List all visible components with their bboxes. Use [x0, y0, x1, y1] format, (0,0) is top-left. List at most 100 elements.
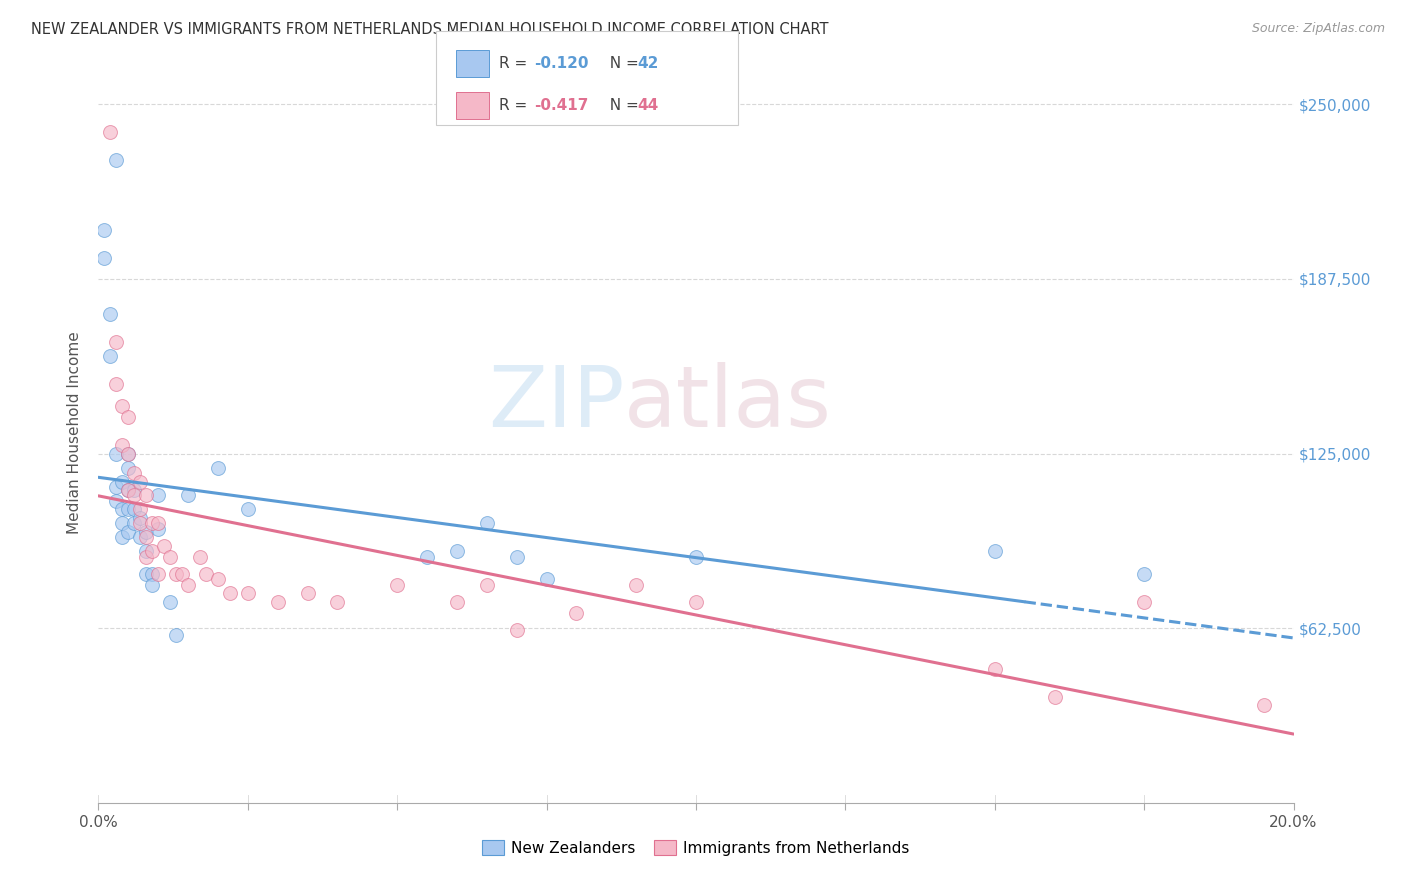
Point [236, 586, 259, 600]
Point [117, 502, 139, 516]
Text: R =: R = [499, 98, 533, 113]
Point [141, 566, 163, 581]
Point [148, 522, 170, 536]
Point [536, 572, 558, 586]
Point [105, 153, 128, 168]
Point [475, 578, 498, 592]
Point [124, 488, 146, 502]
Point [135, 488, 157, 502]
Point [475, 516, 498, 531]
Point [105, 480, 128, 494]
Point [135, 524, 157, 539]
Point [111, 475, 134, 489]
Point [1133, 566, 1156, 581]
Point [105, 376, 128, 391]
Point [129, 530, 152, 544]
Point [129, 511, 152, 525]
Point [326, 594, 349, 608]
Point [177, 578, 200, 592]
Point [117, 483, 139, 497]
Point [105, 334, 128, 349]
Point [117, 410, 139, 425]
Text: N =: N = [600, 98, 644, 113]
Point [129, 516, 152, 531]
Text: 44: 44 [637, 98, 658, 113]
Point [207, 572, 229, 586]
Point [159, 594, 181, 608]
Point [177, 488, 200, 502]
Text: NEW ZEALANDER VS IMMIGRANTS FROM NETHERLANDS MEDIAN HOUSEHOLD INCOME CORRELATION: NEW ZEALANDER VS IMMIGRANTS FROM NETHERL… [31, 22, 828, 37]
Point [135, 566, 157, 581]
Point [141, 578, 163, 592]
Point [984, 544, 1007, 558]
Point [141, 544, 163, 558]
Point [159, 549, 181, 564]
Point [685, 594, 707, 608]
Point [236, 502, 259, 516]
Legend: New Zealanders, Immigrants from Netherlands: New Zealanders, Immigrants from Netherla… [477, 834, 915, 862]
Text: atlas: atlas [624, 361, 832, 444]
Point [98, 125, 122, 139]
Point [506, 623, 529, 637]
Point [165, 628, 187, 642]
Point [297, 586, 319, 600]
Point [188, 549, 211, 564]
Point [117, 460, 139, 475]
Text: 42: 42 [637, 55, 658, 70]
Point [135, 544, 157, 558]
Text: -0.120: -0.120 [534, 55, 589, 70]
Point [1133, 594, 1156, 608]
Point [93, 223, 115, 237]
Point [984, 662, 1007, 676]
Point [172, 566, 194, 581]
Point [1253, 698, 1275, 712]
Point [98, 349, 122, 363]
Point [117, 524, 139, 539]
Point [446, 594, 468, 608]
Y-axis label: Median Household Income: Median Household Income [67, 331, 83, 534]
Text: Source: ZipAtlas.com: Source: ZipAtlas.com [1251, 22, 1385, 36]
Point [219, 586, 242, 600]
Point [117, 446, 139, 460]
Point [385, 578, 409, 592]
Point [129, 475, 152, 489]
Point [117, 483, 139, 497]
Point [129, 502, 152, 516]
Point [117, 446, 139, 460]
Text: R =: R = [499, 55, 533, 70]
Point [207, 460, 229, 475]
Point [416, 549, 439, 564]
Text: ZIP: ZIP [488, 361, 624, 444]
Point [148, 566, 170, 581]
Point [1043, 690, 1066, 704]
Point [626, 578, 648, 592]
Point [111, 502, 134, 516]
Point [93, 251, 115, 265]
Point [148, 488, 170, 502]
Point [124, 466, 146, 480]
Point [135, 530, 157, 544]
Point [148, 516, 170, 531]
Point [98, 307, 122, 321]
Point [124, 483, 146, 497]
Point [105, 446, 128, 460]
Point [111, 516, 134, 531]
Text: -0.417: -0.417 [534, 98, 589, 113]
Point [111, 530, 134, 544]
Point [124, 502, 146, 516]
Point [124, 516, 146, 531]
Point [685, 549, 707, 564]
Text: N =: N = [600, 55, 644, 70]
Point [446, 544, 468, 558]
Point [111, 399, 134, 413]
Point [135, 549, 157, 564]
Point [565, 606, 588, 620]
Point [141, 516, 163, 531]
Point [165, 566, 187, 581]
Point [153, 539, 176, 553]
Point [105, 494, 128, 508]
Point [111, 438, 134, 452]
Point [506, 549, 529, 564]
Point [195, 566, 218, 581]
Point [267, 594, 290, 608]
